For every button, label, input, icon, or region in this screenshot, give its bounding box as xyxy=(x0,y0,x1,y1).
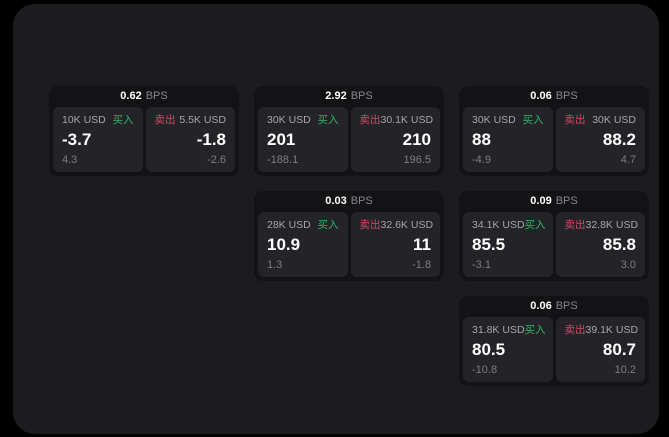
buy-subvalue: 4.3 xyxy=(62,154,78,166)
buy-price: 88 xyxy=(472,130,491,149)
quote-card: 0.03 BPS 28K USD 买入 10.9 1.3 卖出 32.6K US… xyxy=(254,191,444,281)
buy-amount: 30K USD xyxy=(472,114,516,126)
bps-unit-label: BPS xyxy=(145,90,168,102)
sell-label: 卖出 xyxy=(154,114,176,126)
buy-panel[interactable]: 34.1K USD 买入 85.5 -3.1 xyxy=(463,212,553,277)
buy-label: 买入 xyxy=(317,114,339,126)
sell-panel[interactable]: 卖出 39.1K USD 80.7 10.2 xyxy=(555,317,645,382)
spread-header: 0.06 BPS xyxy=(463,86,645,107)
sell-label: 卖出 xyxy=(564,219,586,231)
spread-header: 0.06 BPS xyxy=(463,296,645,317)
buy-price: 201 xyxy=(267,130,296,149)
main-panel: 0.62 BPS 10K USD 买入 -3.7 4.3 卖出 5.5K USD xyxy=(13,4,659,434)
spread-value: 0.09 xyxy=(530,195,552,207)
buy-subvalue: -3.1 xyxy=(472,259,491,271)
buy-label: 买入 xyxy=(524,219,546,231)
spread-value: 0.06 xyxy=(530,90,552,102)
sell-amount: 30.1K USD xyxy=(380,114,434,126)
buy-amount: 34.1K USD xyxy=(472,219,525,231)
sell-price: 88.2 xyxy=(602,130,636,149)
bps-unit-label: BPS xyxy=(555,300,578,312)
sell-subvalue: -2.6 xyxy=(207,154,226,166)
sell-subvalue: 196.5 xyxy=(403,154,431,166)
quote-card: 0.06 BPS 30K USD 买入 88 -4.9 卖出 30K USD xyxy=(459,86,649,176)
sell-price: -1.8 xyxy=(196,130,226,149)
sell-subvalue: 4.7 xyxy=(620,154,636,166)
bps-unit-label: BPS xyxy=(555,90,578,102)
sell-panel[interactable]: 卖出 32.6K USD 11 -1.8 xyxy=(350,212,440,277)
buy-amount: 30K USD xyxy=(267,114,311,126)
buy-panel[interactable]: 30K USD 买入 88 -4.9 xyxy=(463,107,553,172)
quote-card: 2.92 BPS 30K USD 买入 201 -188.1 卖出 30.1K … xyxy=(254,86,444,176)
sell-subvalue: 10.2 xyxy=(614,364,636,376)
buy-price: -3.7 xyxy=(62,130,92,149)
buy-panel[interactable]: 30K USD 买入 201 -188.1 xyxy=(258,107,348,172)
sell-label: 卖出 xyxy=(564,114,586,126)
sell-amount: 39.1K USD xyxy=(585,324,639,336)
sell-amount: 30K USD xyxy=(592,114,636,126)
spread-value: 0.03 xyxy=(325,195,347,207)
quote-card-grid: 0.62 BPS 10K USD 买入 -3.7 4.3 卖出 5.5K USD xyxy=(49,86,649,386)
buy-panel[interactable]: 10K USD 买入 -3.7 4.3 xyxy=(53,107,143,172)
buy-label: 买入 xyxy=(112,114,134,126)
buy-price: 80.5 xyxy=(472,340,506,359)
spread-header: 2.92 BPS xyxy=(258,86,440,107)
buy-subvalue: -188.1 xyxy=(267,154,299,166)
buy-amount: 10K USD xyxy=(62,114,106,126)
spread-header: 0.03 BPS xyxy=(258,191,440,212)
sell-panel[interactable]: 卖出 32.8K USD 85.8 3.0 xyxy=(555,212,645,277)
sell-label: 卖出 xyxy=(564,324,586,336)
buy-price: 10.9 xyxy=(267,235,301,254)
sell-label: 卖出 xyxy=(359,114,381,126)
sell-label: 卖出 xyxy=(359,219,381,231)
sell-amount: 32.6K USD xyxy=(380,219,434,231)
buy-amount: 31.8K USD xyxy=(472,324,525,336)
sell-amount: 5.5K USD xyxy=(179,114,226,126)
buy-subvalue: 1.3 xyxy=(267,259,283,271)
sell-price: 85.8 xyxy=(602,235,636,254)
sell-price: 210 xyxy=(402,130,431,149)
quote-card: 0.06 BPS 31.8K USD 买入 80.5 -10.8 卖出 39.1… xyxy=(459,296,649,386)
spread-header: 0.09 BPS xyxy=(463,191,645,212)
buy-panel[interactable]: 28K USD 买入 10.9 1.3 xyxy=(258,212,348,277)
bps-unit-label: BPS xyxy=(555,195,578,207)
sell-panel[interactable]: 卖出 30K USD 88.2 4.7 xyxy=(555,107,645,172)
sell-amount: 32.8K USD xyxy=(585,219,639,231)
buy-price: 85.5 xyxy=(472,235,506,254)
sell-price: 80.7 xyxy=(602,340,636,359)
spread-value: 2.92 xyxy=(325,90,347,102)
buy-subvalue: -10.8 xyxy=(472,364,498,376)
spread-value: 0.62 xyxy=(120,90,142,102)
buy-panel[interactable]: 31.8K USD 买入 80.5 -10.8 xyxy=(463,317,553,382)
buy-label: 买入 xyxy=(524,324,546,336)
quote-card: 0.09 BPS 34.1K USD 买入 85.5 -3.1 卖出 32.8K… xyxy=(459,191,649,281)
sell-subvalue: 3.0 xyxy=(620,259,636,271)
sell-subvalue: -1.8 xyxy=(412,259,431,271)
buy-label: 买入 xyxy=(317,219,339,231)
buy-subvalue: -4.9 xyxy=(472,154,491,166)
spread-header: 0.62 BPS xyxy=(53,86,235,107)
bps-unit-label: BPS xyxy=(350,90,373,102)
sell-price: 11 xyxy=(413,235,431,254)
sell-panel[interactable]: 卖出 30.1K USD 210 196.5 xyxy=(350,107,440,172)
quote-card: 0.62 BPS 10K USD 买入 -3.7 4.3 卖出 5.5K USD xyxy=(49,86,239,176)
bps-unit-label: BPS xyxy=(350,195,373,207)
spread-value: 0.06 xyxy=(530,300,552,312)
buy-label: 买入 xyxy=(522,114,544,126)
sell-panel[interactable]: 卖出 5.5K USD -1.8 -2.6 xyxy=(145,107,235,172)
buy-amount: 28K USD xyxy=(267,219,311,231)
